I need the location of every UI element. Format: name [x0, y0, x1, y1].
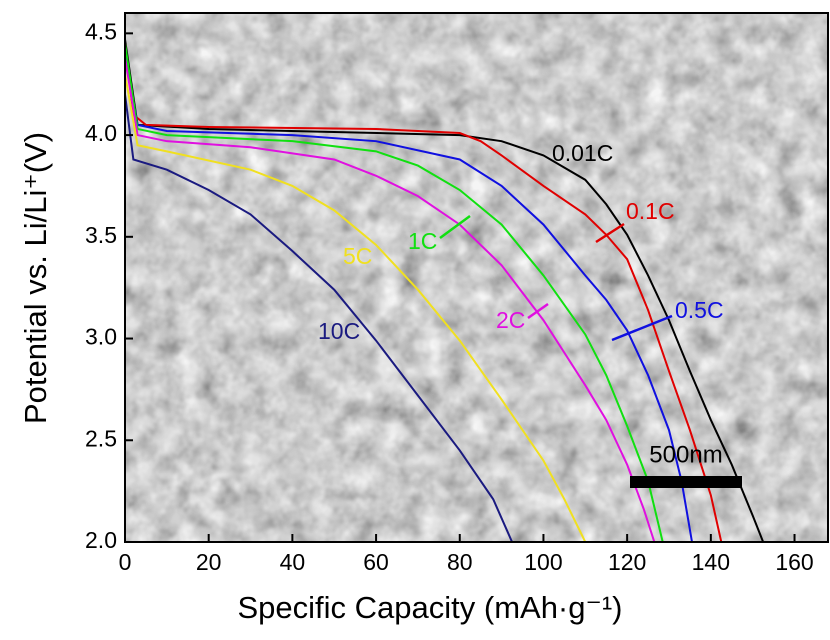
y-axis-label: Potential vs. Li/Li⁺(V)	[18, 132, 53, 424]
y-tick-label: 4.0	[85, 120, 117, 146]
series-label: 2C	[496, 307, 525, 333]
y-tick-label: 4.5	[85, 18, 117, 44]
y-tick-label: 3.5	[85, 222, 117, 248]
data-line	[125, 53, 693, 542]
y-tick-label: 2.5	[85, 425, 117, 451]
x-tick-label: 80	[447, 549, 473, 575]
label-arrow	[527, 302, 549, 320]
data-line	[125, 43, 664, 542]
series-label: 0.1C	[626, 198, 675, 224]
x-tick-label: 140	[692, 549, 730, 575]
x-tick-label: 40	[280, 549, 306, 575]
x-tick-label: 120	[608, 549, 646, 575]
data-line	[125, 39, 765, 542]
plot-area	[125, 39, 765, 542]
sem-image	[125, 13, 828, 542]
series-label: 5C	[343, 243, 372, 269]
x-tick-label: 60	[363, 549, 389, 575]
data-line	[125, 94, 513, 542]
plot-frame	[124, 12, 829, 543]
label-arrow	[595, 222, 625, 244]
y-tick-label: 2.0	[85, 527, 117, 553]
label-arrow	[611, 314, 673, 342]
series-label: 10C	[318, 318, 360, 344]
x-tick-label: 160	[775, 549, 813, 575]
data-line	[125, 73, 587, 542]
x-tick-label: 0	[119, 549, 132, 575]
y-tick-label: 3.0	[85, 324, 117, 350]
series-label: 0.01C	[552, 140, 613, 166]
series-label: 0.5C	[675, 297, 724, 323]
series-label: 1C	[408, 228, 437, 254]
x-axis-label: Specific Capacity (mAh·g⁻¹)	[237, 590, 622, 625]
label-arrow	[439, 214, 471, 240]
scale-bar-label: 500nm	[649, 441, 722, 468]
scale-bar	[630, 476, 742, 488]
x-tick-label: 20	[196, 549, 222, 575]
x-tick-label: 100	[524, 549, 562, 575]
data-line	[125, 43, 723, 542]
